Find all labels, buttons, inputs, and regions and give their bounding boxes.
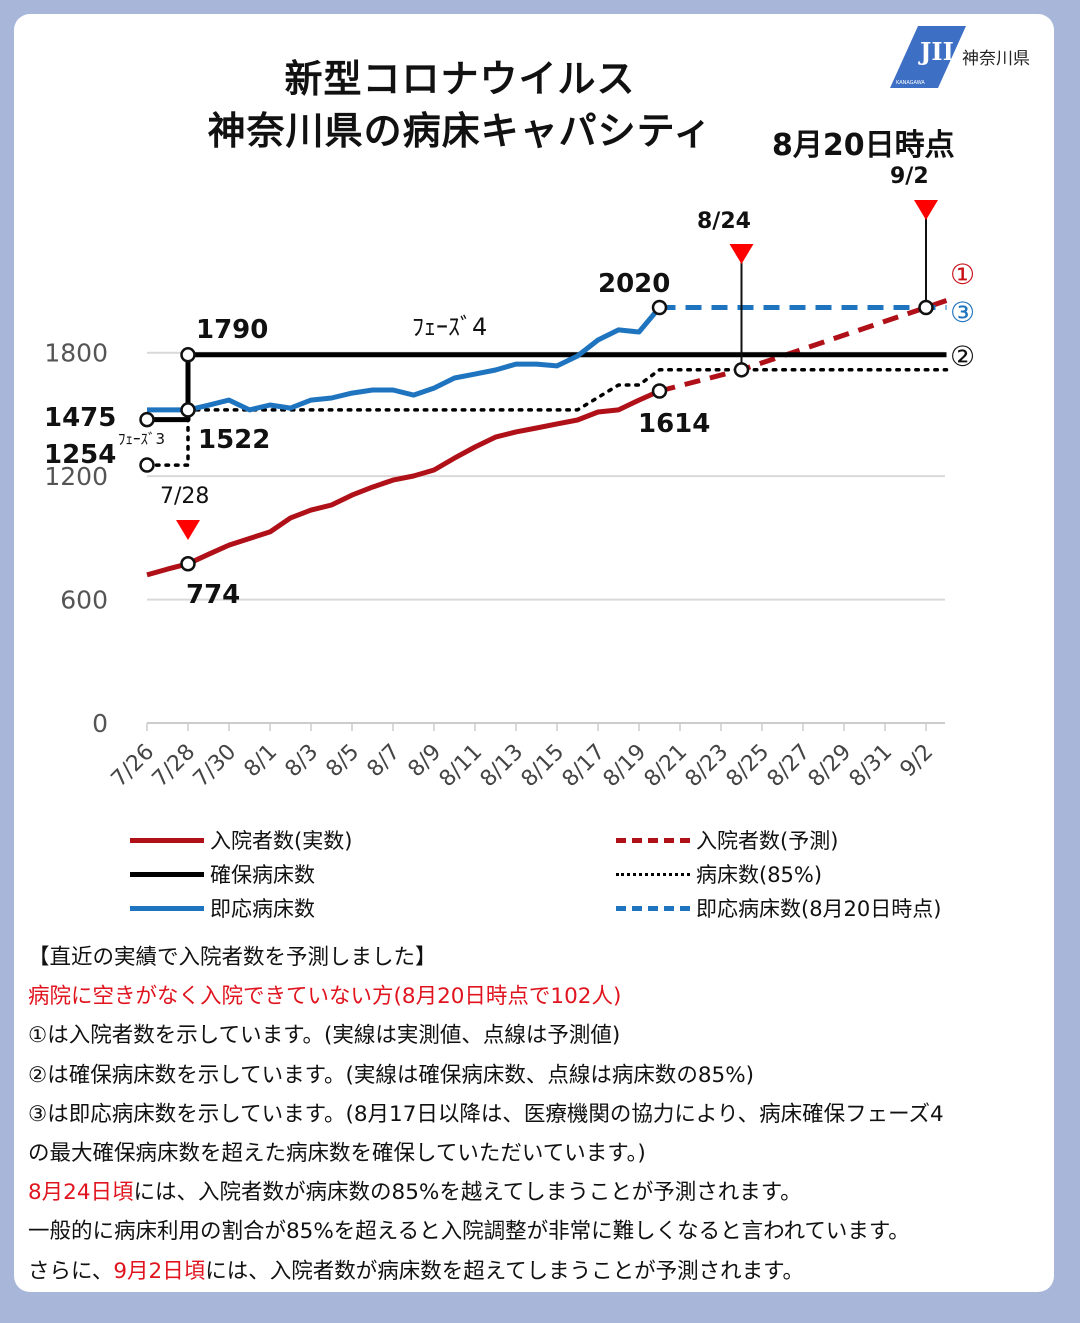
data-point-marker	[139, 457, 155, 473]
series-line	[147, 352, 947, 423]
notes-line: の最大確保病床数を超えた病床数を確保していただいています。)	[28, 1141, 646, 1167]
x-tick-label: 8/15	[517, 740, 570, 793]
x-tick-label: 8/29	[804, 740, 857, 793]
data-point-marker	[733, 362, 750, 378]
legend-item-actual: 入院者数(実数)	[130, 825, 352, 855]
label-1614: 1614	[638, 409, 710, 439]
legend-swatch	[616, 872, 690, 876]
notes-line: ②は確保病床数を示しています。(実線は確保病床数、点線は病床数の85%)	[28, 1062, 755, 1088]
legend-item-secured-beds: 確保病床数	[130, 859, 315, 889]
label-circle-1: ①	[950, 258, 975, 291]
legend-swatch	[130, 871, 204, 877]
legend-item-immediate-beds: 即応病床数	[130, 893, 315, 923]
x-axis: 7/267/287/308/18/38/58/78/98/118/138/158…	[107, 722, 945, 793]
legend-swatch	[616, 905, 690, 911]
series-lines	[145, 298, 949, 578]
as-of-date: 8月20日時点	[772, 128, 955, 163]
label-date-0902: 9/2	[890, 164, 929, 189]
data-point-marker	[651, 383, 668, 399]
notes-heading: 【直近の実績で入院者数を予測しました】	[28, 945, 437, 970]
label-circle-3: ③	[950, 296, 975, 329]
series-line	[147, 305, 662, 413]
x-tick-label: 7/26	[107, 740, 160, 793]
chart-card	[14, 14, 1054, 1292]
label-1254: 1254	[44, 440, 116, 470]
event-triangle-marker	[729, 244, 754, 264]
legend-item-forecast: 入院者数(予測)	[616, 825, 838, 855]
series-line	[146, 388, 661, 578]
series-line	[658, 298, 948, 394]
kanagawa-logo: JII KANAGAWA	[890, 26, 966, 88]
x-tick-label: 8/7	[363, 740, 406, 783]
data-point-marker	[918, 299, 934, 316]
label-774: 774	[186, 580, 240, 610]
x-tick-label: 8/31	[845, 740, 898, 793]
svg-text:JII: JII	[918, 37, 954, 66]
label-date-0824: 8/24	[697, 209, 751, 234]
y-tick-label: 1800	[44, 339, 108, 368]
x-tick-label: 8/19	[599, 740, 652, 793]
label-date-0728: 7/28	[160, 484, 209, 509]
label-phase3: ﾌｪｰｽﾞ3	[118, 430, 165, 448]
data-point-marker	[180, 556, 196, 572]
label-1790: 1790	[196, 315, 268, 345]
data-point-marker	[180, 402, 196, 418]
notes-line: ①は入院者数を示しています。(実線は実測値、点線は予測値)	[28, 1023, 621, 1049]
event-markers	[176, 200, 938, 540]
x-tick-label: 8/23	[681, 740, 734, 793]
x-tick-label: 7/30	[189, 740, 242, 793]
legend-item-beds-85: 病床数(85%)	[616, 859, 822, 889]
label-1475: 1475	[44, 403, 116, 433]
label-1522: 1522	[198, 425, 270, 455]
notes-line: ③は即応病床数を示しています。(8月17日以降は、医療機関の協力により、病床確保…	[28, 1101, 944, 1127]
x-tick-label: 8/21	[640, 740, 693, 793]
x-tick-label: 8/3	[281, 740, 324, 783]
logo-text: 神奈川県	[962, 49, 1030, 69]
x-tick-label: 8/25	[722, 740, 775, 793]
grid: 0 600 1200 1800	[44, 339, 945, 738]
x-tick-label: 7/28	[148, 740, 201, 793]
legend-item-immediate-beds-asof: 即応病床数(8月20日時点)	[616, 893, 941, 923]
x-tick-label: 8/11	[435, 740, 488, 793]
x-tick-label: 8/13	[476, 740, 529, 793]
label-2020: 2020	[598, 269, 670, 299]
x-tick-label: 9/2	[896, 740, 939, 783]
chart-title-line1: 新型コロナウイルス	[284, 57, 636, 101]
notes-line: 一般的に病床利用の割合が85%を超えると入院調整が非常に難しくなると言われていま…	[28, 1219, 910, 1245]
label-circle-2: ②	[950, 340, 975, 373]
legend-swatch	[130, 905, 204, 911]
event-triangle-marker	[176, 520, 200, 540]
chart-title-line2: 神奈川県の病床キャパシティ	[207, 109, 713, 153]
x-tick-label: 8/1	[240, 740, 283, 783]
notes-line: さらに、9月2日頃には、入院者数が病床数を超えてしまうことが予測されます。	[28, 1258, 804, 1284]
label-phase4: ﾌｪｰｽﾞ4	[412, 313, 487, 341]
y-tick-label: 600	[60, 586, 108, 615]
data-markers	[139, 299, 934, 572]
svg-text:KANAGAWA: KANAGAWA	[896, 80, 925, 86]
data-point-marker	[651, 299, 668, 316]
notes-line: 8月24日頃には、入院者数が病床数の85%を越えてしまうことが予測されます。	[28, 1180, 802, 1206]
series-line	[145, 368, 949, 467]
legend-swatch	[616, 837, 690, 843]
notes-waiting: 病院に空きがなく入院できていない方(8月20日時点で102人)	[28, 984, 622, 1010]
x-tick-label: 8/27	[763, 740, 816, 793]
legend-swatch	[130, 837, 204, 843]
notes: 【直近の実績で入院者数を予測しました】 病院に空きがなく入院できていない方(8月…	[28, 938, 1058, 1291]
data-point-marker	[180, 347, 196, 363]
event-triangle-marker	[914, 200, 938, 220]
y-tick-label: 1200	[44, 462, 108, 491]
x-tick-label: 8/5	[322, 740, 365, 783]
y-tick-label: 0	[92, 709, 108, 738]
data-point-marker	[139, 411, 155, 428]
x-tick-label: 8/17	[558, 740, 611, 793]
